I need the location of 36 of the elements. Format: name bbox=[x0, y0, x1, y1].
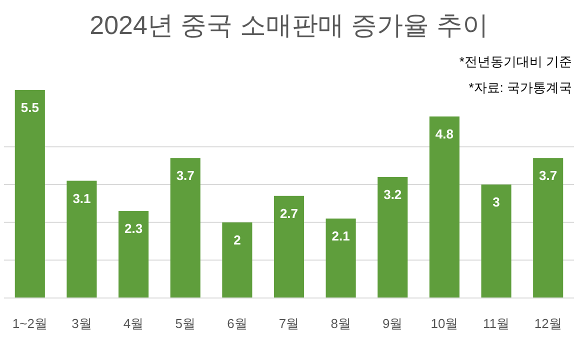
x-tick-label: 1~2월 bbox=[12, 316, 48, 331]
text: *전년동기대비 기준 bbox=[459, 54, 572, 69]
x-tick-label: 8월 bbox=[330, 316, 351, 331]
x-tick-label: 6월 bbox=[227, 316, 248, 331]
x-tick-label: 10월 bbox=[430, 316, 458, 331]
bar bbox=[222, 222, 252, 298]
bar bbox=[170, 158, 200, 298]
data-label: 3.7 bbox=[176, 168, 194, 184]
x-tick-label: 11월 bbox=[483, 316, 510, 331]
data-label: 5.5 bbox=[20, 100, 39, 115]
bar bbox=[326, 218, 356, 298]
data-label: 2.3 bbox=[124, 221, 143, 236]
data-label: 4.8 bbox=[435, 126, 454, 142]
chart-title: 2024년 중국 소매판매 증가율 추이 bbox=[90, 10, 488, 40]
bar bbox=[14, 90, 45, 298]
bar bbox=[378, 176, 408, 298]
bar bbox=[533, 158, 564, 298]
x-tick-label: 3월 bbox=[72, 316, 92, 331]
bar bbox=[274, 196, 304, 298]
bar bbox=[481, 184, 512, 298]
data-label: 3.1 bbox=[72, 190, 91, 206]
data-label: 2.1 bbox=[332, 228, 350, 244]
x-tick-label: 5월 bbox=[175, 316, 196, 331]
data-label: 2.7 bbox=[280, 206, 298, 221]
data-label: 3.2 bbox=[384, 186, 402, 202]
bar bbox=[66, 180, 97, 298]
x-tick-label: 9월 bbox=[382, 316, 403, 331]
bar bbox=[118, 211, 149, 298]
data-label: 2 bbox=[234, 232, 241, 248]
data-label: 3 bbox=[492, 194, 500, 210]
x-tick-label: 4월 bbox=[123, 316, 144, 331]
bar bbox=[429, 116, 460, 298]
data-label: 3.7 bbox=[539, 168, 558, 184]
annotation: *자료: 국가통계국 bbox=[468, 80, 572, 95]
x-tick-label: 7월 bbox=[278, 316, 300, 331]
x-tick-label: 12월 bbox=[534, 316, 562, 331]
